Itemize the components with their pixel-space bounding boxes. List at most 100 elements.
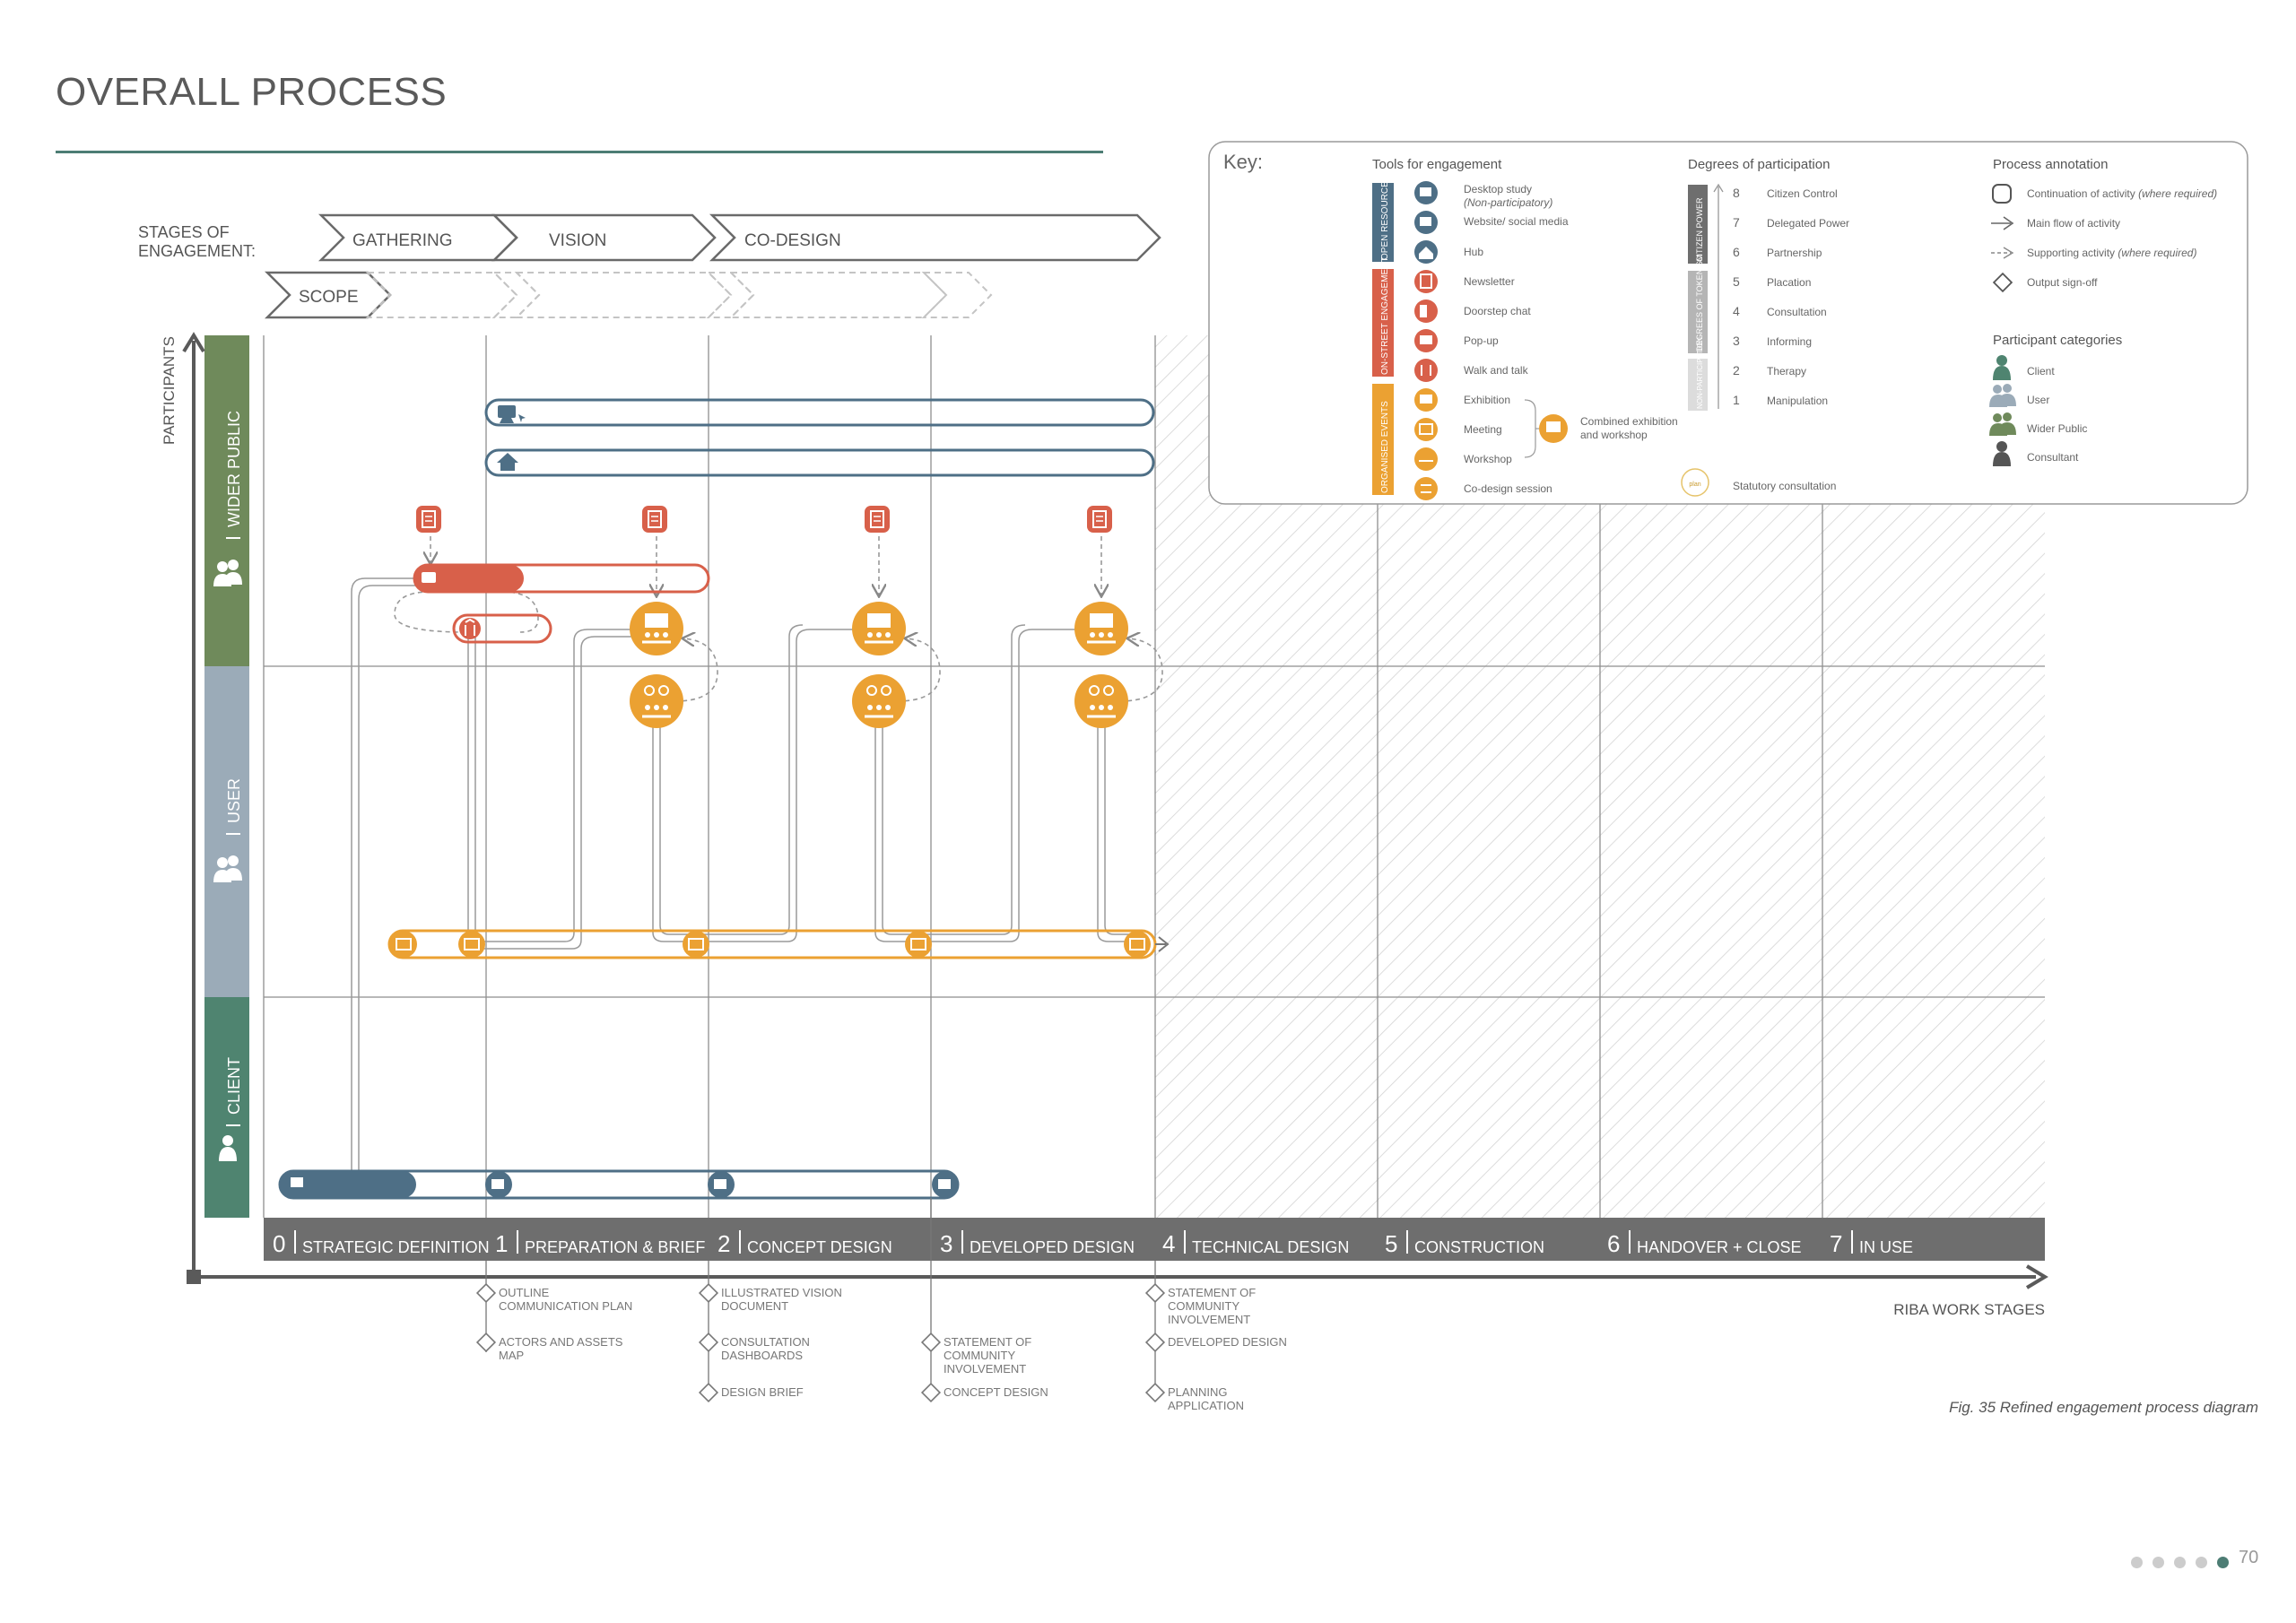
svg-text:2: 2 [1733,363,1740,378]
key-walk: Walk and talk [1464,364,1529,377]
svg-text:DEVELOPED DESIGN: DEVELOPED DESIGN [1168,1335,1287,1349]
meeting-icon-2 [458,931,485,958]
key-title: Key: [1223,151,1263,173]
svg-text:Partnership: Partnership [1767,247,1822,259]
exhibition-icon-2 [852,602,906,655]
svg-text:INVOLVEMENT: INVOLVEMENT [1168,1313,1250,1326]
row-label-wider-public: WIDER PUBLIC [225,411,243,527]
tools-heading: Tools for engagement [1372,157,1502,172]
page-dot-2[interactable] [2152,1557,2164,1568]
key-supporting: Supporting activity [2027,247,2115,259]
svg-text:Continuation of activity (wher: Continuation of activity (where required… [2027,187,2217,200]
riba-stage-1: 1 PREPARATION & BRIEF [495,1230,705,1257]
svg-text:Delegated Power: Delegated Power [1767,217,1849,230]
svg-text:ILLUSTRATED VISION: ILLUSTRATED VISION [721,1286,842,1299]
stage-arrow-gathering: GATHERING [317,213,518,262]
process-heading: Process annotation [1993,157,2108,172]
key-statutory: Statutory consultation [1733,480,1836,492]
desktop-icon-2 [708,1171,735,1198]
desktop-icon-1 [485,1171,512,1198]
key-cat-wider: Wider Public [2027,422,2087,435]
key-main-flow: Main flow of activity [2027,217,2120,230]
svg-text:PLANNING: PLANNING [1168,1385,1227,1399]
page-dot-4[interactable] [2196,1557,2207,1568]
svg-text:CONSTRUCTION: CONSTRUCTION [1414,1238,1544,1256]
participants-axis-label: PARTICIPANTS [161,336,178,445]
svg-text:COMMUNITY: COMMUNITY [944,1349,1015,1362]
codesign-icon-2 [852,674,906,728]
key-website: Website/ social media [1464,215,1569,228]
svg-text:1: 1 [1733,393,1740,407]
svg-text:3: 3 [1733,334,1740,348]
key-newsletter: Newsletter [1464,275,1515,288]
tool-group-events: ORGANISED EVENTS [1380,401,1390,493]
statutory-badge: plan [1689,482,1700,488]
popup-bar [413,563,710,594]
desktop-icon-3 [932,1171,959,1198]
svg-text:Placation: Placation [1767,276,1811,289]
svg-text:TECHNICAL DESIGN: TECHNICAL DESIGN [1192,1238,1349,1256]
svg-text:6: 6 [1733,245,1740,259]
meeting-icon-5 [1124,931,1151,958]
svg-text:HANDOVER + CLOSE: HANDOVER + CLOSE [1637,1238,1802,1256]
page-dot-1[interactable] [2131,1557,2143,1568]
meeting-icon-3 [683,931,709,958]
svg-text:Informing: Informing [1767,335,1812,348]
newsletter-icon-3 [865,506,890,533]
newsletter-icon-2 [642,506,667,533]
figure-caption: Fig. 35 Refined engagement process diagr… [1949,1399,2258,1416]
svg-text:Manipulation: Manipulation [1767,395,1828,407]
key-desktop: Desktop study [1464,183,1532,195]
exhibition-icon-1 [630,602,683,655]
svg-text:DASHBOARDS: DASHBOARDS [721,1349,803,1362]
svg-text:Therapy: Therapy [1767,365,1806,378]
key-continuation: Continuation of activity [2027,187,2135,200]
svg-text:COMMUNITY: COMMUNITY [1168,1299,1239,1313]
hub-bar [484,448,1155,477]
process-connectors [351,577,1139,1184]
svg-text:STATEMENT OF: STATEMENT OF [1168,1286,1256,1299]
category-icons [1989,355,2016,466]
page-dot-current[interactable] [2217,1557,2229,1568]
output-labels: OUTLINE COMMUNICATION PLAN ACTORS AND AS… [499,1286,1287,1412]
svg-text:GATHERING: GATHERING [352,231,453,250]
newsletter-icon-1 [416,506,441,533]
svg-text:PREPARATION & BRIEF: PREPARATION & BRIEF [525,1238,705,1256]
stages-label: STAGES OF [138,223,230,241]
key-cat-client: Client [2027,365,2055,378]
key-supporting-note: (where required) [2118,247,2196,259]
row-band-user [204,666,249,997]
key-panel: Key: Tools for engagement OPEN RESOURCE … [1208,141,2248,505]
degree-group-tokenism: DEGREES OF TOKENISM [1695,255,1704,352]
riba-stage-5: 5 CONSTRUCTION [1385,1230,1544,1257]
key-combined-1: Combined exhibition [1580,415,1678,428]
key-popup: Pop-up [1464,334,1499,347]
key-workshop: Workshop [1464,453,1512,465]
svg-text:2: 2 [718,1230,730,1257]
meeting-icon-1 [390,931,417,958]
row-label-client: CLIENT [225,1057,243,1115]
key-cat-user: User [2027,394,2049,406]
riba-stage-2: 2 CONCEPT DESIGN [718,1230,892,1257]
svg-text:COMMUNICATION PLAN: COMMUNICATION PLAN [499,1299,632,1313]
page-dot-3[interactable] [2174,1557,2186,1568]
svg-text:4: 4 [1162,1230,1175,1257]
website-bar [484,398,1155,427]
row-band-client [204,997,249,1218]
page-number: 70 [2239,1548,2259,1567]
key-combined-2: and workshop [1580,429,1648,441]
key-continuation-note: (where required) [2138,187,2217,200]
svg-text:CONSULTATION: CONSULTATION [721,1335,810,1349]
key-tool-icons [1414,181,1709,500]
riba-stage-bar [264,1218,2045,1261]
stage-arrow-scope: SCOPE [264,271,993,319]
svg-text:VISION: VISION [549,231,606,250]
meeting-bar [387,929,1170,959]
svg-text:DOCUMENT: DOCUMENT [721,1299,788,1313]
svg-text:CONCEPT DESIGN: CONCEPT DESIGN [747,1238,892,1256]
people-icon-wider [213,560,242,586]
riba-stage-0: 0 STRATEGIC DEFINITION [273,1230,490,1257]
degree-group-non: NON-PARTICIPATION [1696,337,1704,409]
svg-text:1: 1 [495,1230,508,1257]
svg-text:5: 5 [1733,274,1740,289]
